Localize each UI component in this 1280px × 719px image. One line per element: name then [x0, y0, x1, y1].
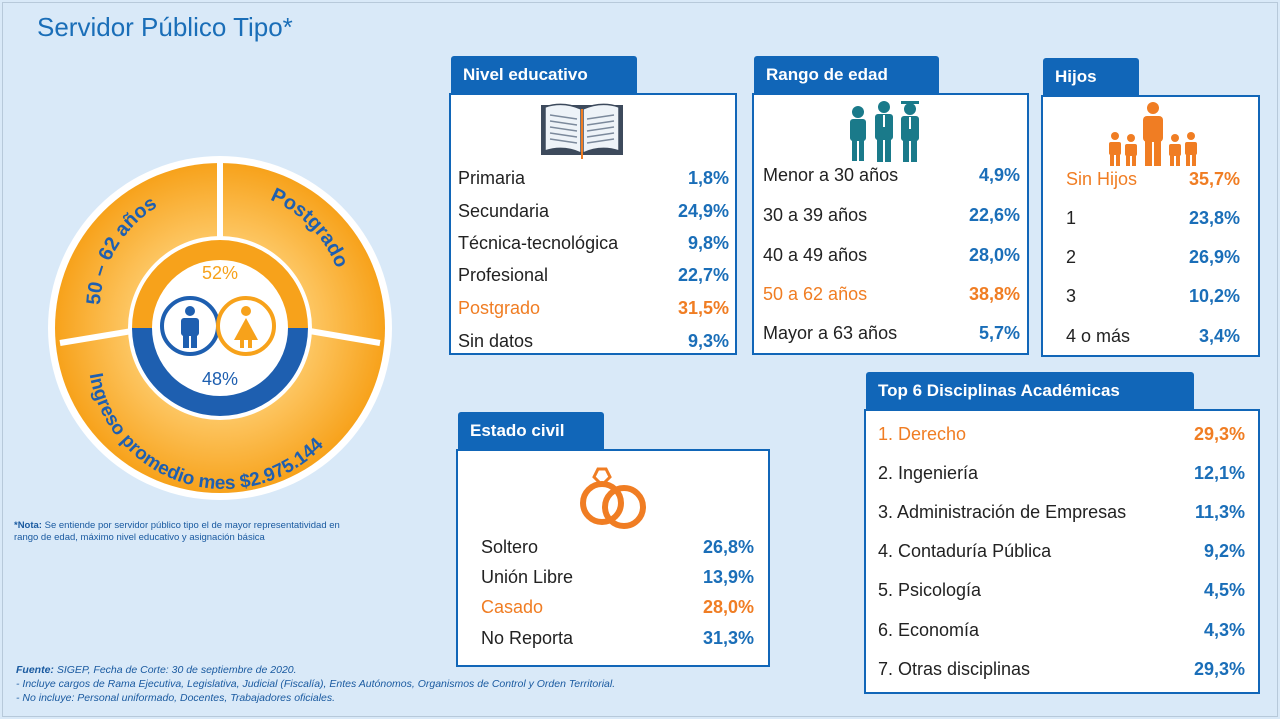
- nivel-row: Primaria 1,8%: [458, 168, 729, 188]
- hijos-tab: Hijos: [1043, 58, 1139, 96]
- footer: Fuente: SIGEP, Fecha de Corte: 30 de sep…: [16, 663, 615, 706]
- nivel-row: Técnica-tecnológica 9,8%: [458, 233, 729, 253]
- edad-row: Mayor a 63 años 5,7%: [763, 323, 1020, 343]
- nivel-tab: Nivel educativo: [451, 56, 637, 94]
- edad-row: Menor a 30 años 4,9%: [763, 165, 1020, 185]
- disciplinas-card: 1. Derecho 29,3% 2. Ingeniería 12,1% 3. Ad…: [864, 409, 1260, 694]
- edad-row: 30 a 39 años 22,6%: [763, 205, 1020, 225]
- hijos-row: 1 23,8%: [1066, 208, 1240, 228]
- edad-card: Menor a 30 años 4,9% 30 a 39 años 22,6% 40…: [752, 93, 1029, 355]
- disciplinas-row-highlight: 1. Derecho 29,3%: [878, 424, 1245, 444]
- civil-row: Soltero 26,8%: [481, 537, 754, 557]
- male-icon: [160, 296, 220, 356]
- hijos-row: 2 26,9%: [1066, 247, 1240, 267]
- note: *Nota: Se entiende por servidor público …: [14, 520, 354, 545]
- civil-card: Soltero 26,8% Unión Libre 13,9% Casado 28,0…: [456, 449, 770, 667]
- disciplinas-row: 6. Economía 4,3%: [878, 620, 1245, 640]
- profile-ring: 50 – 62 años Postgrado Ingreso promedio …: [48, 156, 392, 500]
- hijos-card: Sin Hijos 35,7% 1 23,8% 2 26,9% 3 10,2% 4 o …: [1041, 95, 1260, 357]
- hijos-row: 4 o más 3,4%: [1066, 326, 1240, 346]
- nivel-card: Primaria 1,8% Secundaria 24,9% Técnica-tec…: [449, 93, 737, 355]
- note-label: *Nota:: [14, 520, 42, 531]
- male-percent: 48%: [202, 369, 238, 389]
- edad-row-highlight: 50 a 62 años 38,8%: [763, 284, 1020, 304]
- female-percent: 52%: [202, 263, 238, 283]
- nivel-row: Sin datos 9,3%: [458, 331, 729, 351]
- civil-row-highlight: Casado 28,0%: [481, 597, 754, 617]
- disciplinas-tab: Top 6 Disciplinas Académicas: [866, 372, 1194, 410]
- family-icon: [1109, 102, 1197, 166]
- disciplinas-row: 5. Psicología 4,5%: [878, 580, 1245, 600]
- footer-source: SIGEP, Fecha de Corte: 30 de septiembre …: [56, 664, 297, 676]
- rings-icon: [580, 467, 646, 529]
- people-icon: [850, 101, 919, 162]
- hijos-row: 3 10,2%: [1066, 286, 1240, 306]
- nivel-row: Profesional 22,7%: [458, 265, 729, 285]
- disciplinas-row: 7. Otras disciplinas 29,3%: [878, 659, 1245, 679]
- nivel-row-highlight: Postgrado 31,5%: [458, 298, 729, 318]
- female-icon: [216, 296, 276, 356]
- footer-line-2: - Incluye cargos de Rama Ejecutiva, Legi…: [16, 678, 616, 691]
- edad-tab: Rango de edad: [754, 56, 939, 94]
- nivel-row: Secundaria 24,9%: [458, 201, 729, 221]
- disciplinas-row: 3. Administración de Empresas 11,3%: [878, 502, 1245, 522]
- footer-source-label: Fuente:: [16, 664, 54, 676]
- civil-tab: Estado civil: [458, 412, 604, 450]
- note-text: Se entiende por servidor público tipo el…: [14, 520, 340, 544]
- disciplinas-row: 4. Contaduría Pública 9,2%: [878, 541, 1245, 561]
- civil-row: Unión Libre 13,9%: [481, 567, 754, 587]
- disciplinas-row: 2. Ingeniería 12,1%: [878, 463, 1245, 483]
- civil-row: No Reporta 31,3%: [481, 628, 754, 648]
- footer-line-3: - No incluye: Personal uniformado, Docen…: [16, 692, 336, 705]
- hijos-row-highlight: Sin Hijos 35,7%: [1066, 169, 1240, 189]
- edad-row: 40 a 49 años 28,0%: [763, 245, 1020, 265]
- book-icon: [541, 103, 623, 159]
- page-title: Servidor Público Tipo*: [37, 12, 293, 42]
